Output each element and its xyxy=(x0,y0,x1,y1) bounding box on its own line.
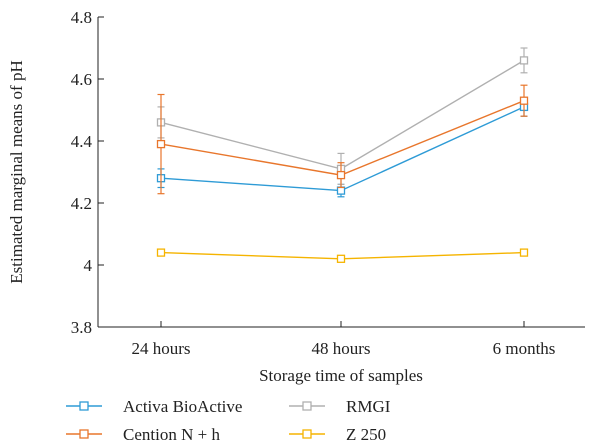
y-tick-label: 4 xyxy=(84,256,93,275)
data-point-marker xyxy=(336,254,346,263)
legend-label: RMGI xyxy=(346,397,391,416)
data-point-marker xyxy=(519,248,529,257)
series-group xyxy=(156,96,529,198)
legend-item: Activa BioActive xyxy=(66,397,242,416)
series-group xyxy=(156,47,529,185)
y-axis-ticks: 3.8 4 4.2 4.4 4.6 4.8 xyxy=(71,8,104,337)
series-group xyxy=(156,84,529,195)
data-point-marker xyxy=(519,56,529,65)
y-tick-label: 3.8 xyxy=(71,318,92,337)
x-tick-label: 6 months xyxy=(493,339,556,358)
y-tick-label: 4.8 xyxy=(71,8,92,27)
data-point-marker xyxy=(519,96,529,105)
data-point-marker xyxy=(336,186,346,195)
data-point-marker xyxy=(156,139,166,149)
data-point-marker xyxy=(156,248,166,257)
series-line xyxy=(160,100,525,176)
legend-swatch-marker xyxy=(302,429,312,439)
series-layer xyxy=(156,47,529,263)
legend-item: RMGI xyxy=(289,397,391,416)
series-line xyxy=(160,59,525,170)
legend-swatch-marker xyxy=(79,401,89,411)
x-axis-title: Storage time of samples xyxy=(259,366,423,385)
series-group xyxy=(156,248,529,263)
legend-swatch-marker xyxy=(302,401,312,411)
y-tick-label: 4.6 xyxy=(71,70,92,89)
legend-item: Cention N + h xyxy=(66,425,220,444)
legend-label: Activa BioActive xyxy=(123,397,242,416)
y-axis-title: Estimated marginal means of pH xyxy=(7,60,26,283)
y-tick-label: 4.2 xyxy=(71,194,92,213)
legend-item: Z 250 xyxy=(289,425,386,444)
x-tick-label: 24 hours xyxy=(131,339,190,358)
data-point-marker xyxy=(336,170,346,180)
legend-label: Cention N + h xyxy=(123,425,220,444)
legend-swatch-marker xyxy=(79,429,89,439)
legend: Activa BioActive RMGI Cention N + h Z 250 xyxy=(66,397,391,444)
x-axis-ticks: 24 hours 48 hours 6 months xyxy=(131,321,555,358)
legend-label: Z 250 xyxy=(346,425,386,444)
x-tick-label: 48 hours xyxy=(311,339,370,358)
y-tick-label: 4.4 xyxy=(71,132,93,151)
